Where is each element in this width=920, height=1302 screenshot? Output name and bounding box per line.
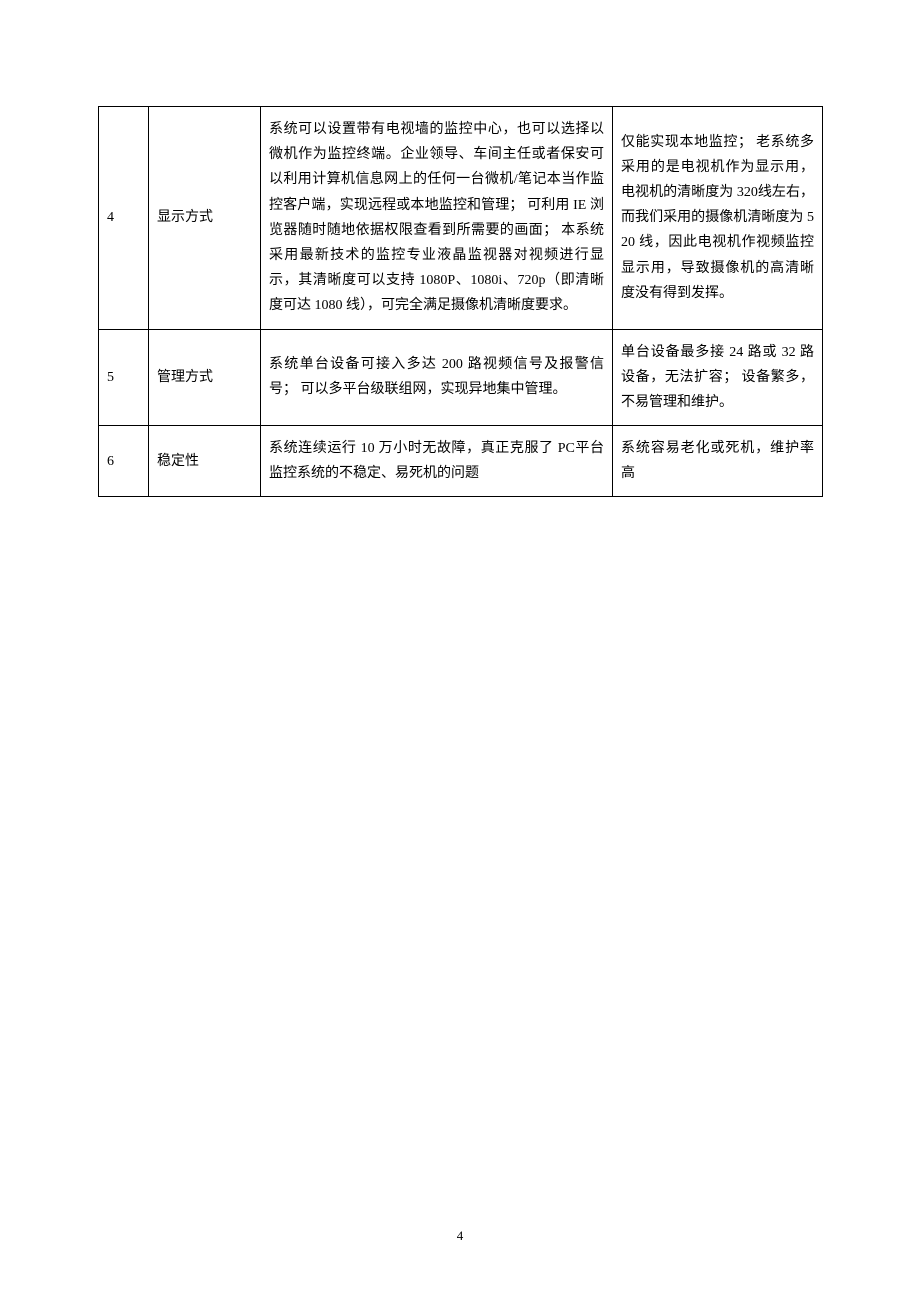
row-description: 系统可以设置带有电视墙的监控中心，也可以选择以微机作为监控终端。企业领导、车间主… bbox=[261, 107, 613, 330]
table-row: 4 显示方式 系统可以设置带有电视墙的监控中心，也可以选择以微机作为监控终端。企… bbox=[99, 107, 823, 330]
row-description: 系统单台设备可接入多达 200 路视频信号及报警信号； 可以多平台级联组网，实现… bbox=[261, 329, 613, 426]
row-title: 管理方式 bbox=[149, 329, 261, 426]
row-number: 5 bbox=[99, 329, 149, 426]
comparison-table: 4 显示方式 系统可以设置带有电视墙的监控中心，也可以选择以微机作为监控终端。企… bbox=[98, 106, 823, 497]
row-compare: 仅能实现本地监控； 老系统多采用的是电视机作为显示用，电视机的清晰度为 320线… bbox=[613, 107, 823, 330]
table-row: 6 稳定性 系统连续运行 10 万小时无故障，真正克服了 PC平台监控系统的不稳… bbox=[99, 426, 823, 497]
row-description: 系统连续运行 10 万小时无故障，真正克服了 PC平台监控系统的不稳定、易死机的… bbox=[261, 426, 613, 497]
page-number: 4 bbox=[0, 1228, 920, 1244]
row-title: 显示方式 bbox=[149, 107, 261, 330]
row-compare: 单台设备最多接 24 路或 32 路设备，无法扩容； 设备繁多，不易管理和维护。 bbox=[613, 329, 823, 426]
row-number: 6 bbox=[99, 426, 149, 497]
row-number: 4 bbox=[99, 107, 149, 330]
row-title: 稳定性 bbox=[149, 426, 261, 497]
row-compare: 系统容易老化或死机，维护率高 bbox=[613, 426, 823, 497]
page: 4 显示方式 系统可以设置带有电视墙的监控中心，也可以选择以微机作为监控终端。企… bbox=[0, 0, 920, 1302]
table-row: 5 管理方式 系统单台设备可接入多达 200 路视频信号及报警信号； 可以多平台… bbox=[99, 329, 823, 426]
